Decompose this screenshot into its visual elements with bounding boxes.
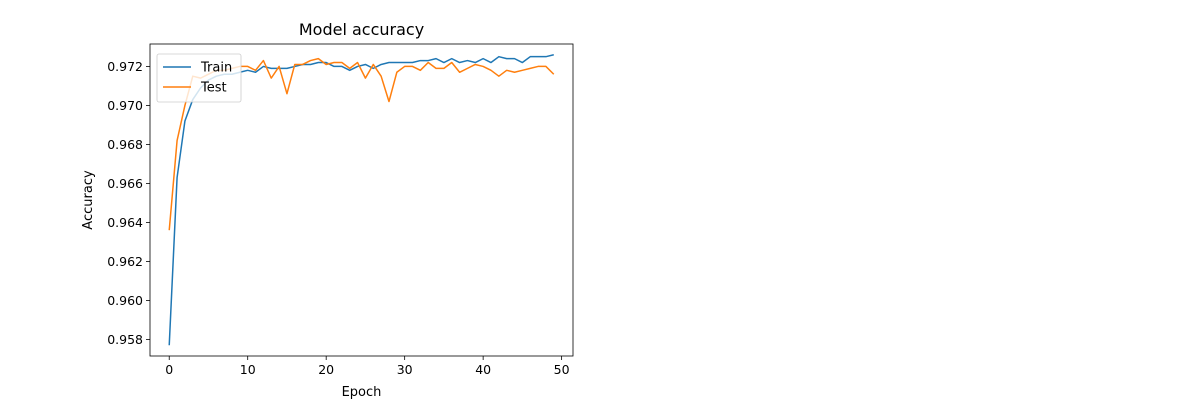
y-axis-ticks: 0.958 0.960 0.962 0.964 0.966 0.968 0.970 0.972 bbox=[107, 59, 150, 347]
x-tick-label: 50 bbox=[554, 362, 570, 377]
x-tick-label: 10 bbox=[240, 362, 256, 377]
y-tick-label: 0.960 bbox=[107, 293, 143, 308]
y-tick-label: 0.970 bbox=[107, 98, 143, 113]
x-tick-label: 20 bbox=[318, 362, 334, 377]
y-tick-label: 0.962 bbox=[107, 254, 143, 269]
x-tick-label: 30 bbox=[397, 362, 413, 377]
x-tick-label: 40 bbox=[475, 362, 491, 377]
axes-frame bbox=[149, 43, 574, 357]
legend: Train Test bbox=[156, 53, 242, 103]
x-tick-label: 0 bbox=[165, 362, 173, 377]
chart-title: Model accuracy bbox=[299, 20, 424, 39]
legend-label-train: Train bbox=[200, 61, 232, 76]
y-tick-label: 0.972 bbox=[107, 59, 143, 74]
legend-box bbox=[156, 53, 242, 103]
y-axis-label: Accuracy bbox=[81, 170, 96, 230]
y-tick-label: 0.966 bbox=[107, 176, 143, 191]
y-tick-label: 0.964 bbox=[107, 215, 143, 230]
y-tick-label: 0.958 bbox=[107, 332, 143, 347]
legend-label-test: Test bbox=[200, 81, 227, 96]
x-axis-ticks: 0 10 20 30 40 50 bbox=[165, 356, 570, 377]
y-tick-label: 0.968 bbox=[107, 137, 143, 152]
x-axis-label: Epoch bbox=[342, 385, 382, 400]
